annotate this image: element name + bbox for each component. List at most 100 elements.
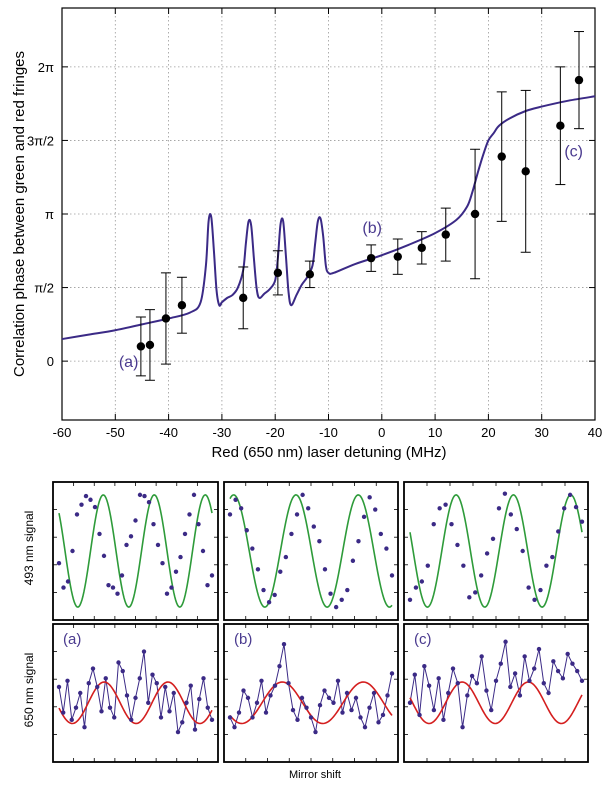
signal-dot (61, 585, 66, 590)
signal-dot (479, 654, 484, 659)
signal-dot (259, 678, 264, 683)
signal-dot (86, 681, 91, 686)
signal-dot (474, 681, 480, 686)
signal-dot (308, 715, 314, 720)
signal-dot (419, 579, 425, 584)
signal-dot (112, 715, 117, 720)
data-point (135, 316, 146, 377)
signal-dot (389, 573, 395, 578)
signal-dot (250, 546, 255, 551)
signal-dot (322, 567, 328, 572)
signal-dot (441, 717, 446, 723)
point-marker (366, 253, 376, 263)
signal-dot (490, 536, 496, 541)
y-tick-labels: 0 π/2 π 3π/2 2π (27, 60, 54, 369)
signal-dot (167, 709, 172, 714)
signal-dot (512, 671, 518, 676)
axis-ticks (61, 8, 596, 420)
signal-dot (92, 504, 98, 510)
signal-dot (101, 553, 107, 559)
y-tick-label: 2π (38, 60, 54, 75)
signal-dot (376, 720, 381, 725)
signal-dot (88, 497, 93, 502)
point-marker (161, 314, 171, 323)
annotations: (a) (b) (c) (119, 144, 583, 371)
y-tick-label: π (45, 207, 54, 222)
signal-dot (573, 504, 579, 510)
signal-dot (422, 663, 427, 669)
signal-dot (498, 661, 503, 666)
green-y-axis-title: 493 nm signal (22, 511, 36, 586)
signal-dot (79, 502, 84, 507)
data-point (272, 250, 283, 296)
signal-dot (331, 700, 336, 705)
signal-dot (344, 690, 350, 696)
signal-dot (431, 521, 436, 527)
data-point (392, 238, 403, 275)
x-tick-label: 0 (378, 425, 385, 440)
x-tick-label: -40 (159, 425, 178, 440)
signal-dot (116, 660, 121, 665)
signal-dot (443, 502, 448, 507)
signal-dot (158, 715, 164, 720)
signal-dot (412, 672, 417, 677)
data-point (416, 231, 427, 265)
signal-dot (154, 681, 159, 686)
signal-dot (407, 700, 413, 705)
signal-dot (227, 512, 233, 517)
signal-dot (367, 705, 372, 710)
signal-dot (151, 521, 156, 527)
signal-dot (182, 531, 188, 537)
signal-dot (191, 492, 197, 498)
signal-dot (103, 676, 108, 681)
signal-dot (455, 542, 460, 548)
signal-dot (517, 693, 523, 698)
signal-dot (78, 690, 83, 696)
signal-dot (502, 491, 508, 496)
signal-dot (300, 492, 305, 498)
signal-dot (532, 666, 537, 671)
signal-dot (520, 548, 525, 554)
signal-dot (450, 666, 456, 671)
signal-dot (99, 709, 104, 714)
signal-dot (290, 707, 296, 713)
signal-dot (164, 591, 170, 596)
panel-label: (b) (234, 631, 252, 648)
signal-dot (209, 717, 215, 723)
red-y-axis-title: 650 nm signal (22, 653, 36, 728)
x-tick-label: 10 (428, 425, 442, 440)
signal-dot (503, 639, 508, 644)
signal-dot (263, 710, 269, 715)
signal-dot (254, 700, 260, 705)
signal-dot (385, 693, 390, 698)
x-tick-label: -60 (53, 425, 72, 440)
green-fringe-panel (52, 481, 219, 621)
signal-dot (449, 521, 454, 527)
signal-dot (163, 684, 168, 690)
signal-dot (570, 661, 575, 666)
signal-dot (137, 492, 143, 498)
signal-dot (493, 678, 499, 683)
data-point (470, 148, 481, 280)
signal-dot (268, 693, 273, 698)
sinusoid-fit (58, 681, 213, 725)
signal-dot (484, 551, 490, 556)
phase-vs-detuning-chart: -60 -50 -40 -30 -20 -10 0 10 20 30 40 0π/2π3π/22π … (11, 7, 602, 461)
signal-dot (236, 710, 242, 715)
signal-dot (317, 703, 323, 708)
signal-dot (514, 526, 519, 532)
y-tick-label: 0 (47, 354, 54, 369)
signal-dot (522, 654, 527, 659)
signal-dot (378, 531, 384, 537)
signal-dot (120, 668, 125, 674)
data-point (238, 266, 249, 330)
signal-dot (137, 676, 142, 681)
signal-dot (178, 554, 183, 560)
point-marker (177, 301, 187, 310)
signal-dot (389, 671, 395, 676)
signal-dot (266, 600, 272, 605)
signal-dot (356, 539, 361, 544)
signal-dot (73, 705, 79, 710)
point-marker (556, 121, 565, 130)
signal-dot (233, 497, 238, 502)
